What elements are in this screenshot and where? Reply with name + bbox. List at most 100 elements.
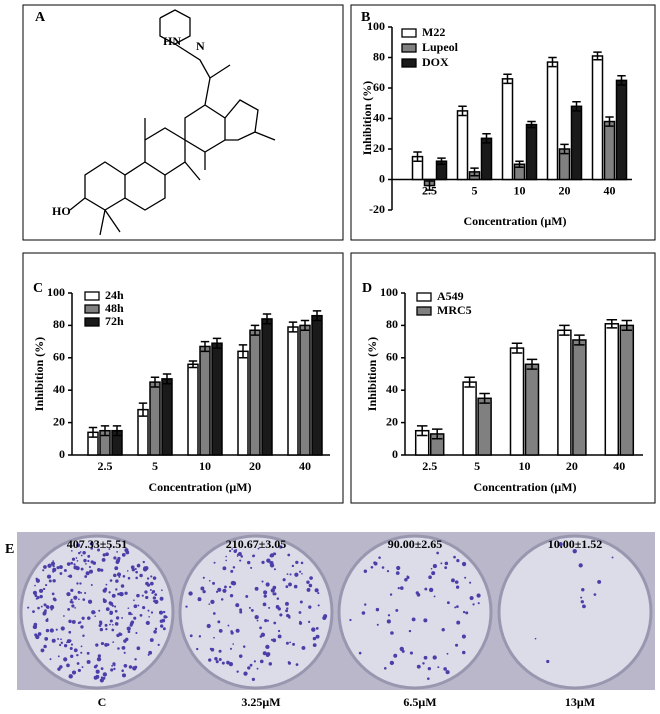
colony [45, 628, 50, 633]
colony [141, 594, 144, 597]
colony [108, 548, 111, 550]
colony [212, 612, 216, 615]
colony [123, 663, 128, 668]
colony [301, 645, 306, 650]
y-tick-label: 40 [386, 382, 398, 396]
colony [252, 554, 255, 558]
error-bar [593, 51, 602, 61]
colony [52, 597, 57, 601]
colony [162, 627, 166, 631]
colony [42, 587, 46, 591]
colony-plate [17, 532, 177, 690]
colony [116, 550, 118, 553]
colony [426, 677, 430, 680]
colony [440, 562, 443, 565]
colony [63, 657, 68, 662]
y-tick-label: 100 [380, 285, 398, 299]
colony [48, 579, 52, 583]
colony [93, 675, 98, 680]
colony [409, 651, 414, 655]
colony [462, 610, 466, 614]
colony [237, 552, 242, 556]
error-bar [482, 133, 491, 144]
bar [287, 326, 299, 456]
error-bar [88, 426, 98, 438]
x-tick-label: 2.5 [98, 459, 113, 473]
error-bar [288, 321, 298, 333]
colony [53, 568, 55, 570]
colony [221, 661, 225, 665]
colony [285, 585, 289, 589]
colony [265, 582, 270, 587]
colony [149, 638, 154, 642]
colony [81, 666, 84, 668]
colony [268, 606, 271, 609]
colony [289, 641, 292, 644]
bar [615, 79, 628, 181]
colony [134, 658, 137, 661]
condition-label: 3.25μM [241, 695, 280, 709]
colony [208, 603, 211, 605]
colony [196, 647, 199, 651]
colony [66, 641, 68, 644]
colony [45, 584, 48, 587]
colony [86, 659, 91, 664]
colony [52, 570, 55, 573]
colony [142, 606, 146, 610]
colony [114, 609, 118, 613]
colony [44, 636, 49, 641]
colony [139, 573, 143, 578]
colony [370, 565, 374, 569]
colony [240, 555, 244, 558]
colony [109, 601, 114, 606]
colony [148, 650, 153, 655]
colony [70, 643, 74, 646]
colony-plate [177, 532, 335, 690]
y-tick-label: -20 [369, 202, 385, 216]
colony [70, 598, 73, 601]
colony [102, 553, 106, 557]
colony [112, 662, 116, 666]
colony [115, 622, 118, 624]
plate-dish [178, 534, 334, 690]
legend-swatch [401, 58, 417, 68]
x-tick-label: 10 [519, 459, 531, 473]
colony [472, 603, 475, 606]
colony [245, 595, 249, 598]
colony [152, 576, 157, 580]
colony [109, 611, 113, 616]
colony [119, 633, 123, 636]
colony [133, 616, 137, 620]
colony [233, 549, 237, 554]
colony [248, 606, 251, 609]
error-bar [416, 425, 428, 437]
colony [80, 592, 83, 594]
colony [300, 561, 304, 565]
bar [604, 323, 620, 456]
colony [225, 555, 227, 558]
colony [282, 578, 286, 582]
colony [148, 615, 150, 618]
colony [387, 614, 391, 617]
colony [71, 619, 76, 624]
bar [619, 324, 635, 456]
colony [581, 588, 585, 592]
colony [254, 614, 259, 620]
colony [126, 570, 129, 572]
colony [71, 557, 76, 561]
colony [52, 579, 56, 583]
colony [46, 574, 52, 579]
bar [480, 137, 493, 181]
colony [70, 588, 74, 592]
colony [298, 621, 303, 625]
error-bar [479, 392, 490, 404]
colony [287, 661, 291, 665]
colony [404, 578, 408, 582]
colony [217, 620, 221, 624]
colony [443, 667, 447, 671]
colony [534, 637, 537, 640]
colony [57, 655, 60, 658]
colony [247, 560, 251, 565]
colony [137, 563, 140, 566]
legend-swatch [401, 43, 417, 53]
